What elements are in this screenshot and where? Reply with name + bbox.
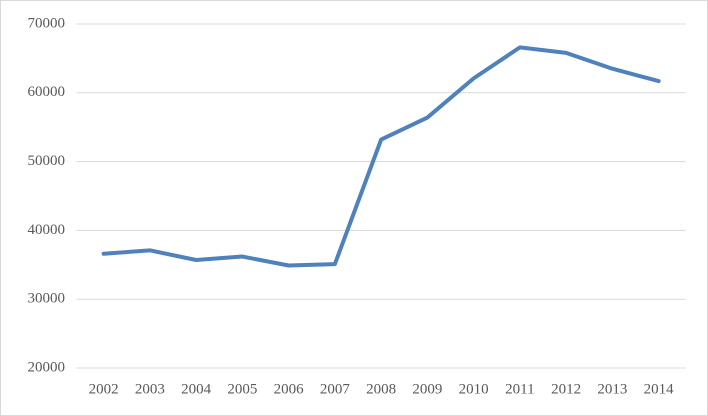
x-tick-label: 2008 — [366, 381, 396, 397]
x-tick-label: 2014 — [644, 381, 675, 397]
x-tick-label: 2003 — [135, 381, 165, 397]
y-tick-label: 70000 — [28, 15, 66, 31]
data-line — [101, 45, 661, 268]
x-tick-label: 2005 — [227, 381, 257, 397]
y-tick-label: 50000 — [28, 153, 66, 169]
x-tick-label: 2006 — [274, 381, 305, 397]
x-tick-label: 2002 — [89, 381, 119, 397]
x-tick-label: 2011 — [505, 381, 534, 397]
y-tick-label: 60000 — [28, 84, 66, 100]
y-tick-label: 30000 — [28, 291, 66, 307]
x-tick-label: 2013 — [597, 381, 627, 397]
y-tick-label: 40000 — [28, 222, 66, 238]
y-tick-label: 20000 — [28, 359, 66, 375]
x-tick-label: 2009 — [412, 381, 442, 397]
x-tick-label: 2007 — [320, 381, 351, 397]
x-tick-label: 2012 — [551, 381, 581, 397]
x-tick-label: 2010 — [459, 381, 489, 397]
x-tick-label: 2004 — [181, 381, 212, 397]
